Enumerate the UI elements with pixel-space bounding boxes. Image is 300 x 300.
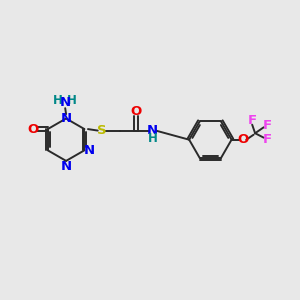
Text: F: F <box>263 119 272 132</box>
Text: N: N <box>147 124 158 137</box>
Text: N: N <box>60 96 71 110</box>
Text: H: H <box>148 132 158 145</box>
Text: F: F <box>263 133 272 146</box>
Text: O: O <box>237 133 248 146</box>
Text: O: O <box>27 123 39 136</box>
Text: N: N <box>61 112 72 125</box>
Text: S: S <box>97 124 106 137</box>
Text: F: F <box>248 114 257 127</box>
Text: O: O <box>130 105 142 118</box>
Text: H: H <box>66 94 76 107</box>
Text: N: N <box>84 144 95 157</box>
Text: N: N <box>61 160 72 173</box>
Text: H: H <box>53 94 63 107</box>
